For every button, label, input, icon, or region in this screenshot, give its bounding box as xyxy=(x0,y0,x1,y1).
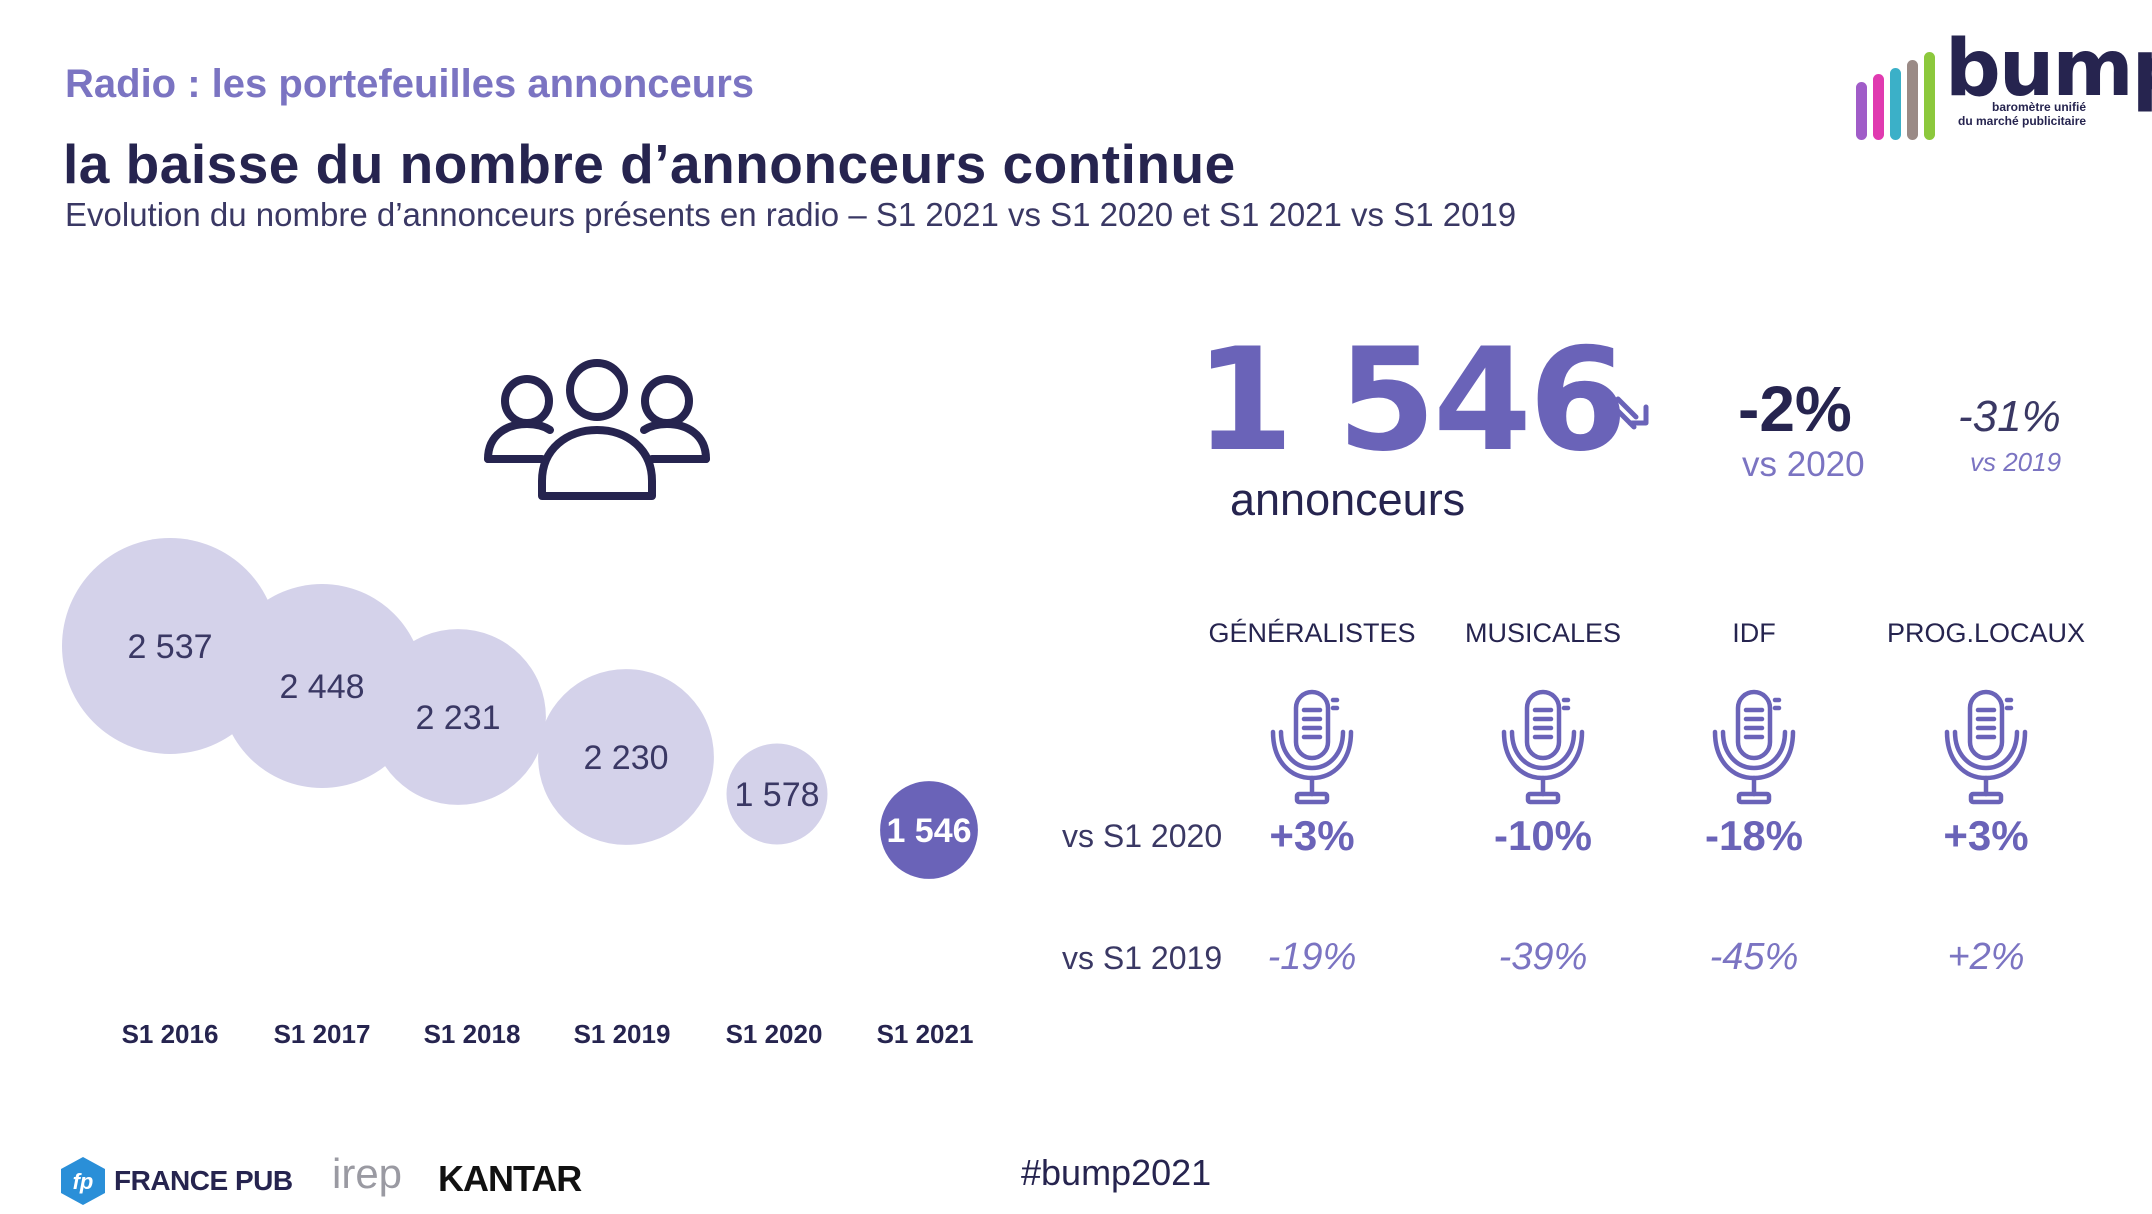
kpi-value: 1 546 xyxy=(1195,318,1628,483)
row-label-vs2019: vs S1 2019 xyxy=(1062,940,1223,976)
bump-wordmark: bump xyxy=(1945,24,2152,114)
category-name: IDF xyxy=(1732,618,1776,648)
category-vs2019-percent: -19% xyxy=(1267,936,1357,978)
category-vs2019-percent: +2% xyxy=(1947,936,2025,978)
microphone-icon xyxy=(1943,688,2029,806)
logo-bar xyxy=(1924,52,1935,140)
page-title: la baisse du nombre d’annonceurs continu… xyxy=(63,133,1236,195)
kpi-label: annonceurs xyxy=(1230,474,1466,525)
bubble-value-label: 2 230 xyxy=(583,739,668,777)
microphone-icon xyxy=(1269,688,1355,806)
microphone-icon xyxy=(1711,688,1797,806)
bubble-value-label: 1 546 xyxy=(886,812,971,850)
x-tick-label: S1 2019 xyxy=(574,1019,671,1049)
category-name: GÉNÉRALISTES xyxy=(1208,618,1416,648)
francepub-logo-icon: fp xyxy=(61,1157,105,1205)
category-name: MUSICALES xyxy=(1464,618,1622,648)
logo-bar xyxy=(1873,74,1884,140)
x-tick-label: S1 2020 xyxy=(726,1019,823,1049)
category-vs2020-percent: -10% xyxy=(1493,812,1593,859)
bubble-s1-2020 xyxy=(726,743,828,845)
bump-logo: bump baromètre unifié du marché publicit… xyxy=(1850,24,2152,140)
bubble-value-label: 2 231 xyxy=(415,699,500,737)
bubble-value-label: 2 537 xyxy=(127,628,212,666)
category-name: PROG.LOCAUX xyxy=(1886,618,2086,648)
x-tick-label: S1 2018 xyxy=(424,1019,521,1049)
bubble-s1-2019 xyxy=(538,669,714,845)
people-icon xyxy=(484,359,710,500)
kpi-vs2019-label: vs 2019 xyxy=(1970,447,2062,477)
category-vs2020-percent: +3% xyxy=(1943,812,2029,859)
x-tick-label: S1 2021 xyxy=(877,1019,974,1049)
bubble-s1-2021 xyxy=(880,781,978,879)
francepub-logo: FRANCE PUB xyxy=(114,1165,293,1196)
logo-bar xyxy=(1907,60,1918,140)
bubble-s1-2018 xyxy=(370,629,546,805)
bump-tagline: baromètre unifié xyxy=(1992,100,2087,114)
category-vs2019-percent: -39% xyxy=(1498,936,1588,978)
x-tick-label: S1 2017 xyxy=(274,1019,371,1049)
bump-tagline: du marché publicitaire xyxy=(1958,114,2087,128)
hashtag: #bump2021 xyxy=(1021,1152,1212,1193)
x-tick-label: S1 2016 xyxy=(122,1019,219,1049)
kantar-logo: KANTAR xyxy=(438,1158,582,1199)
kpi-vs2019-percent: -31% xyxy=(1958,392,2061,441)
svg-text:fp: fp xyxy=(73,1169,94,1194)
bubble-chart: 2 537 S1 2016 2 448 S1 2017 2 231 S1 2018 2 23… xyxy=(62,538,978,1049)
section-title: Radio : les portefeuilles annonceurs xyxy=(65,62,755,106)
irep-logo: irep xyxy=(332,1150,403,1197)
category-vs2019-percent: -45% xyxy=(1709,936,1799,978)
logo-bar xyxy=(1890,68,1901,140)
kpi-vs2020-percent: -2% xyxy=(1738,373,1852,445)
bubble-value-label: 2 448 xyxy=(279,668,364,706)
category-vs2020-percent: -18% xyxy=(1704,812,1804,859)
microphone-icon xyxy=(1500,688,1586,806)
bubble-value-label: 1 578 xyxy=(734,776,819,814)
logo-bar xyxy=(1856,82,1867,140)
trend-down-icon xyxy=(1591,388,1649,430)
page-subtitle: Evolution du nombre d’annonceurs présent… xyxy=(65,196,1517,233)
category-vs2020-percent: +3% xyxy=(1269,812,1355,859)
row-label-vs2020: vs S1 2020 xyxy=(1062,818,1223,854)
kpi-vs2020-label: vs 2020 xyxy=(1742,445,1865,484)
